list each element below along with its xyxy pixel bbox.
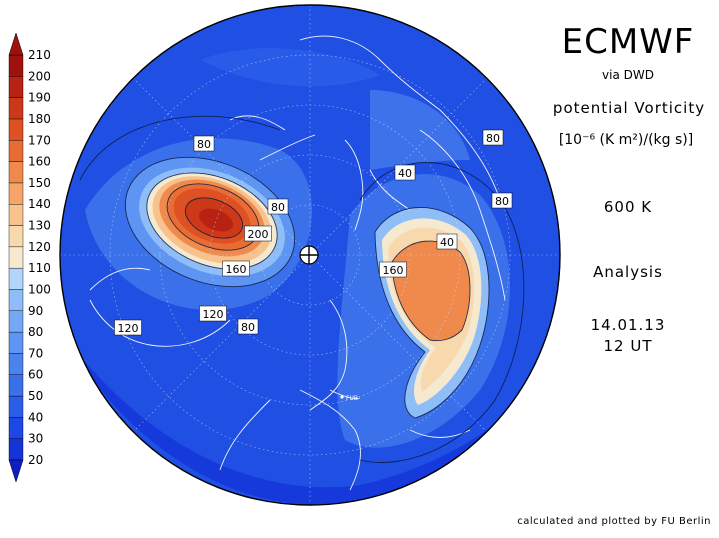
contour-label: 40	[398, 167, 412, 180]
contour-label-box	[267, 198, 289, 215]
colorbar-tick-label: 60	[28, 368, 43, 382]
fub-location-dot	[340, 395, 344, 399]
colorbar-tick-label: 20	[28, 453, 43, 467]
colorbar-tick-label: 70	[28, 346, 43, 360]
valid-time: 12 UT	[603, 337, 653, 355]
isentropic-level: 600 K	[603, 198, 653, 216]
contour-label: 40	[440, 236, 454, 249]
contour-label: 120	[203, 308, 224, 321]
colorbar-swatch	[8, 118, 24, 141]
colorbar: 20 30 40 50 60 70 80 90 100 110 120 130 140 150 160 170…	[8, 32, 51, 483]
colorbar-swatch	[8, 395, 24, 418]
colorbar-swatch	[8, 97, 24, 120]
colorbar-swatch	[8, 54, 24, 77]
colorbar-swatch	[8, 438, 24, 461]
colorbar-tick-label: 140	[28, 197, 51, 211]
north-pole-marker	[299, 245, 319, 265]
colorbar-tick-label: 210	[28, 48, 51, 62]
colorbar-tick-label: 150	[28, 176, 51, 190]
contour-label-box	[394, 164, 416, 181]
contour-label: 80	[241, 321, 255, 334]
colorbar-swatch	[8, 374, 24, 397]
forecast-kind: Analysis	[593, 263, 663, 281]
colorbar-swatch	[8, 310, 24, 333]
colorbar-swatch	[8, 353, 24, 375]
colorbar-min-arrow	[8, 459, 24, 483]
contour-label: 160	[383, 264, 404, 277]
colorbar-swatch	[8, 182, 24, 205]
colorbar-swatch	[8, 267, 24, 290]
contour-label-box	[237, 318, 259, 335]
colorbar-tick-label: 50	[28, 389, 43, 403]
contour-labels: 80 80 200 160 120 80 80 40 80 40 160 120	[114, 129, 513, 336]
contour-label: 200	[248, 228, 269, 241]
model-title: ECMWF	[561, 22, 695, 62]
variable-unit: [10⁻⁶ (K m²)/(kg s)]	[558, 132, 694, 148]
credit-line: calculated and plotted by FU Berlin	[517, 516, 711, 527]
contour-label: 160	[226, 263, 247, 276]
colorbar-tick-label: 30	[28, 432, 43, 446]
colorbar-tick-label: 160	[28, 155, 51, 169]
colorbar-swatch	[8, 76, 24, 98]
contour-label-box	[482, 129, 504, 146]
colorbar-swatch	[8, 225, 24, 248]
colorbar-tick-label: 90	[28, 304, 43, 318]
contour-label-box	[222, 260, 250, 277]
colorbar-swatch	[8, 417, 24, 439]
map-boundary	[59, 4, 561, 506]
contour-label-box	[199, 305, 227, 322]
colorbar-max-arrow	[8, 32, 24, 56]
colorbar-swatch	[8, 161, 24, 184]
colorbar-swatch	[8, 204, 24, 226]
colorbar-swatch	[8, 289, 24, 311]
colorbar-tick-label: 100	[28, 282, 51, 296]
contour-label: 80	[495, 195, 509, 208]
colorbar-tick-label: 130	[28, 219, 51, 233]
colorbar-tick-label: 200	[28, 69, 51, 83]
colorbar-tick-label: 80	[28, 325, 43, 339]
contour-label: 120	[118, 322, 139, 335]
colorbar-tick-label: 110	[28, 261, 51, 275]
colorbar-tick-label: 180	[28, 112, 51, 126]
pv-field: 80 80 200 160 120 80 80 40 80 40 160 120 FUB	[60, 5, 560, 505]
colorbar-swatch	[8, 331, 24, 354]
fub-label: FUB	[346, 395, 358, 402]
contour-label-box	[436, 233, 458, 250]
variable-name: potential Vorticity	[552, 99, 706, 117]
valid-date: 14.01.13	[590, 316, 666, 334]
colorbar-tick-label: 170	[28, 133, 51, 147]
colorbar-tick-label: 190	[28, 91, 51, 105]
colorbar-swatch	[8, 140, 24, 162]
contour-label-box	[379, 261, 407, 278]
contour-label: 80	[197, 138, 211, 151]
contour-label-box	[114, 319, 142, 336]
contour-label-box	[193, 135, 215, 152]
data-source: via DWD	[602, 68, 654, 82]
colorbar-tick-label: 40	[28, 410, 43, 424]
colorbar-swatch	[8, 246, 24, 269]
colorbar-tick-label: 120	[28, 240, 51, 254]
contour-label-box	[491, 192, 513, 209]
contour-label: 80	[271, 201, 285, 214]
contour-label-box	[244, 225, 272, 242]
contour-label: 80	[486, 132, 500, 145]
